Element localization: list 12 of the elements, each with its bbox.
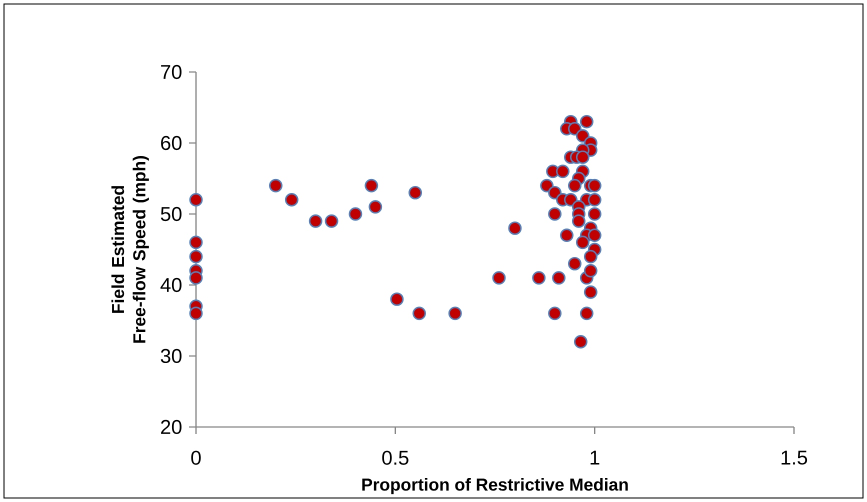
x-tick-label: 0 — [191, 450, 201, 465]
y-tick-label: 70 — [161, 64, 182, 80]
y-tick-label: 60 — [161, 136, 182, 150]
y-tick-label: 40 — [160, 278, 182, 292]
x-tick-label: 1 — [590, 450, 600, 464]
y-tick-label: 50 — [160, 206, 182, 222]
y-axis-title: Field Estimated Free-flow Speed (mph) — [111, 156, 149, 343]
x-tick-label: 1.5 — [782, 450, 808, 465]
x-axis-title: Proportion of Restrictive Median — [362, 478, 628, 494]
y-tick-label: 30 — [160, 348, 182, 364]
x-tick-label: 0.5 — [382, 450, 408, 465]
y-tick-label: 20 — [161, 420, 182, 434]
